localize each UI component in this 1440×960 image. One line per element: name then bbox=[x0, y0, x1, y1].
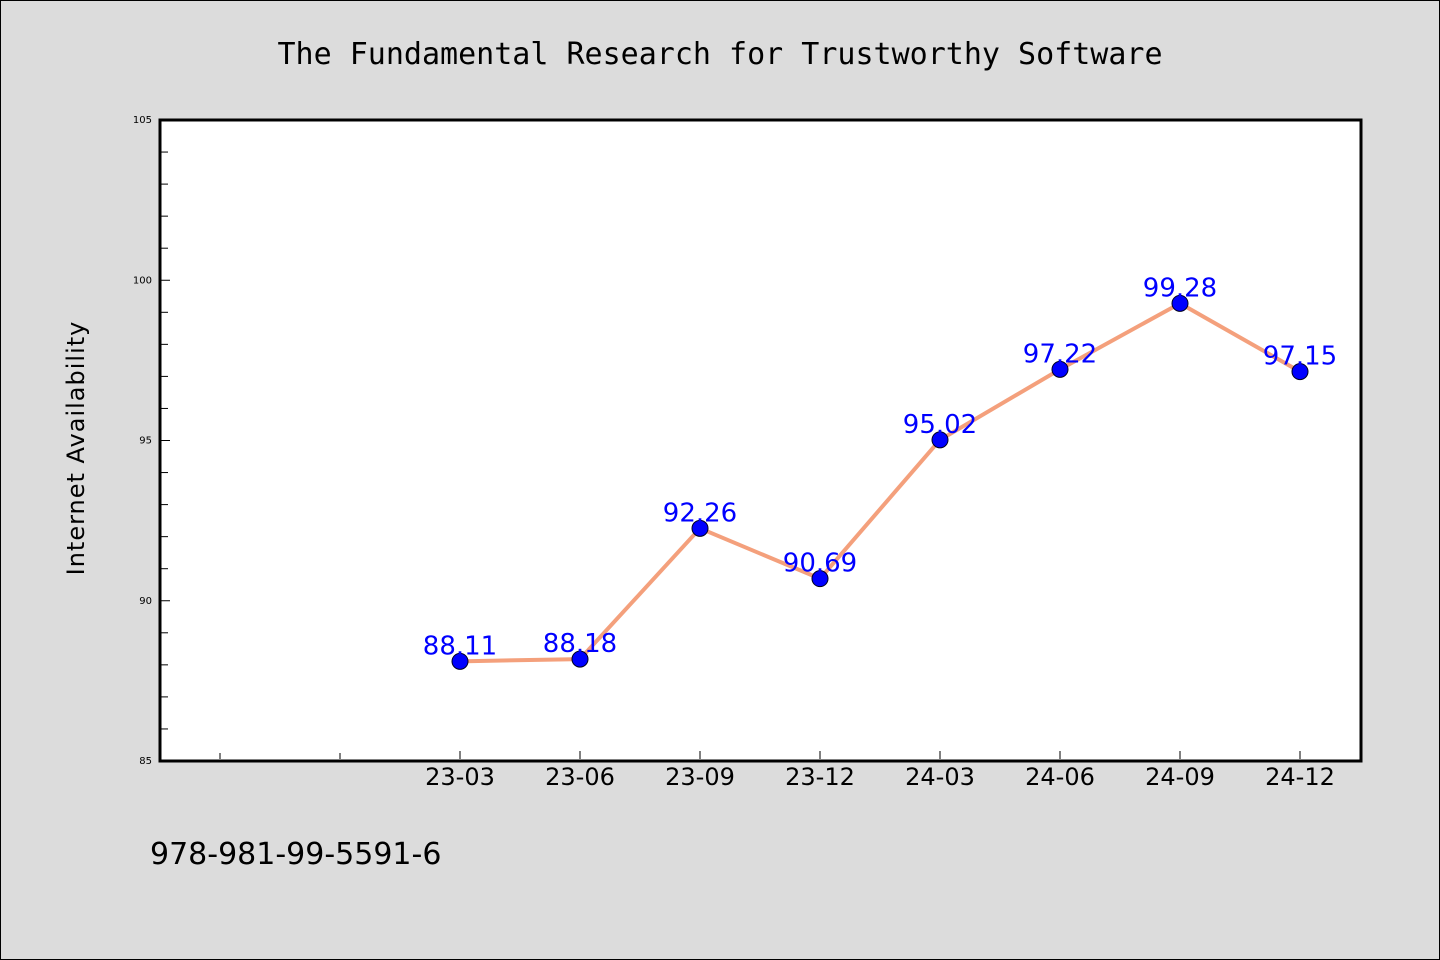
plot-area bbox=[158, 118, 1363, 763]
data-label: 97.22 bbox=[1023, 339, 1097, 369]
x-tick-label: 24-03 bbox=[905, 763, 975, 791]
x-tick-label: 23-06 bbox=[545, 763, 615, 791]
y-tick-label: 90 bbox=[139, 596, 152, 607]
data-label: 95.02 bbox=[903, 410, 977, 440]
y-tick-label: 105 bbox=[133, 115, 152, 126]
series-line bbox=[459, 301, 1301, 664]
x-tick-label: 24-06 bbox=[1025, 763, 1095, 791]
chart-title: The Fundamental Research for Trustworthy… bbox=[277, 37, 1162, 72]
series-polyline bbox=[459, 301, 1301, 664]
y-tick-label: 100 bbox=[133, 275, 152, 286]
y-tick-label: 85 bbox=[139, 756, 152, 767]
y-axis: 85 90 95 100 105 bbox=[133, 115, 170, 767]
data-label: 97.15 bbox=[1263, 342, 1337, 372]
data-point bbox=[451, 652, 469, 670]
data-labels: 88.11 88.18 92.26 90.69 95.02 97.22 99.28 97.15 bbox=[423, 273, 1337, 661]
series-markers bbox=[451, 294, 1309, 670]
data-label: 90.69 bbox=[783, 549, 857, 579]
x-tick-label: 24-12 bbox=[1265, 763, 1335, 791]
data-point bbox=[571, 650, 589, 668]
data-label: 92.26 bbox=[663, 498, 737, 528]
data-point bbox=[1051, 360, 1069, 378]
data-point bbox=[1171, 294, 1189, 312]
x-tick-label: 24-09 bbox=[1145, 763, 1215, 791]
y-axis-label: Internet Availability bbox=[62, 321, 90, 576]
x-tick-label: 23-09 bbox=[665, 763, 735, 791]
data-point bbox=[931, 431, 949, 449]
data-label: 88.18 bbox=[543, 629, 617, 659]
y-tick-label: 95 bbox=[139, 436, 152, 447]
x-axis: 23-03 23-06 23-09 23-12 24-03 24-06 24-09 24-12 bbox=[219, 751, 1335, 791]
data-label: 99.28 bbox=[1143, 273, 1217, 303]
x-tick-label: 23-12 bbox=[785, 763, 855, 791]
data-label: 88.11 bbox=[423, 631, 497, 661]
x-tick-label: 23-03 bbox=[425, 763, 495, 791]
data-point bbox=[1291, 363, 1309, 381]
data-point bbox=[811, 570, 829, 588]
footer-isbn: 978-981-99-5591-6 bbox=[150, 837, 441, 872]
data-point bbox=[691, 519, 709, 537]
